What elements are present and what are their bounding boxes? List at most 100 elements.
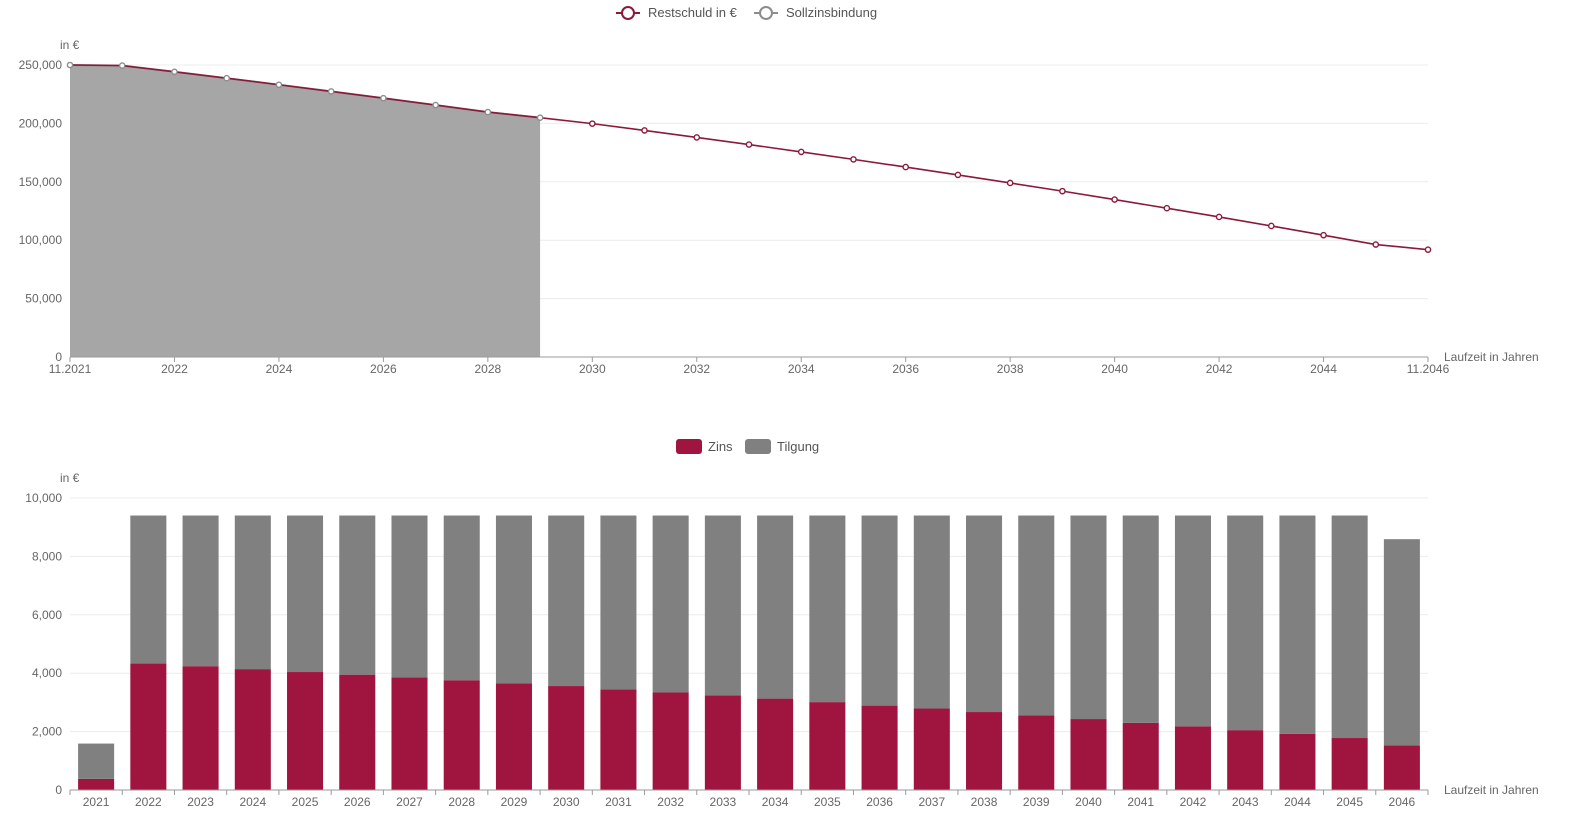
bar-zins bbox=[809, 702, 846, 790]
bar-tilgung bbox=[966, 515, 1003, 713]
bar-zins bbox=[1018, 715, 1055, 790]
chart1-x-tick-label: 2036 bbox=[892, 362, 919, 376]
chart2-x-tick-label: 2041 bbox=[1127, 795, 1154, 809]
bar-zins bbox=[652, 692, 689, 790]
restschuld-point bbox=[1268, 222, 1275, 230]
restschuld-point bbox=[118, 62, 126, 69]
chart2-axes: 0 2,000 4,000 6,000 8,000 10,000 2021 2022 2023 2… bbox=[25, 491, 1429, 809]
legend-item-tilgung[interactable]: Tilgung bbox=[745, 439, 819, 454]
restschuld-point bbox=[275, 81, 283, 89]
bar-zins bbox=[913, 708, 950, 790]
bar-tilgung bbox=[1227, 515, 1264, 731]
bar-tilgung bbox=[809, 515, 846, 703]
restschuld-point bbox=[954, 171, 962, 179]
chart2-x-tick-label: 2027 bbox=[396, 795, 423, 809]
chart1-x-tick-label: 2038 bbox=[997, 362, 1024, 376]
chart2-x-tick-label: 2021 bbox=[83, 795, 110, 809]
bar-zins bbox=[443, 680, 480, 790]
legend-label-zins: Zins bbox=[708, 439, 733, 454]
chart2-y-tick-label: 10,000 bbox=[25, 491, 62, 505]
restschuld-point bbox=[902, 163, 909, 171]
bar-zins bbox=[495, 683, 532, 790]
bar-zins bbox=[1227, 730, 1264, 790]
bar-zins bbox=[1331, 738, 1368, 790]
chart1-x-tick-label: 2030 bbox=[579, 362, 606, 376]
legend-label-tilgung: Tilgung bbox=[777, 439, 819, 454]
chart1-x-tick-label: 2042 bbox=[1206, 362, 1233, 376]
chart2-x-tick-label: 2030 bbox=[553, 795, 580, 809]
bar-tilgung bbox=[1174, 515, 1211, 727]
chart1-x-tick-label: 11.2046 bbox=[1407, 362, 1450, 376]
chart2-x-tick-label: 2023 bbox=[187, 795, 214, 809]
chart2-x-tick-label: 2032 bbox=[657, 795, 684, 809]
legend-marker-restschuld bbox=[621, 6, 635, 20]
chart1-y-tick-label: 250,000 bbox=[19, 58, 63, 72]
chart2-x-tick-label: 2035 bbox=[814, 795, 841, 809]
bar-tilgung bbox=[234, 515, 271, 670]
bar-tilgung bbox=[339, 515, 376, 675]
bar-tilgung bbox=[704, 515, 741, 696]
bar-tilgung bbox=[443, 515, 480, 681]
legend-item-sollzinsbindung[interactable]: Sollzinsbindung bbox=[754, 5, 877, 20]
bar-tilgung bbox=[548, 515, 585, 687]
chart2-x-tick-label: 2022 bbox=[135, 795, 162, 809]
restschuld-point bbox=[484, 108, 492, 116]
chart1-legend[interactable]: Restschuld in € Sollzinsbindung bbox=[616, 5, 877, 20]
chart2-x-tick-label: 2024 bbox=[239, 795, 266, 809]
chart1-y-tick-label: 100,000 bbox=[19, 233, 63, 247]
bar-tilgung bbox=[1018, 515, 1055, 716]
chart2-x-tick-label: 2029 bbox=[501, 795, 528, 809]
legend-item-zins[interactable]: Zins bbox=[676, 439, 733, 454]
bar-tilgung bbox=[391, 515, 428, 678]
bar-zins bbox=[704, 695, 741, 790]
restschuld-point bbox=[1006, 179, 1014, 187]
bar-tilgung bbox=[1279, 515, 1316, 734]
chart1-y-tick-label: 50,000 bbox=[25, 292, 62, 306]
restschuld-point bbox=[797, 148, 805, 156]
bar-zins bbox=[78, 778, 115, 790]
chart1-series bbox=[66, 61, 1432, 253]
chart1-x-tick-label: 2044 bbox=[1310, 362, 1337, 376]
bar-zins bbox=[391, 677, 428, 790]
bar-tilgung bbox=[495, 515, 532, 684]
chart1-x-tick-label: 11.2021 bbox=[49, 362, 92, 376]
chart2-legend[interactable]: Zins Tilgung bbox=[676, 439, 819, 454]
restschuld-point bbox=[380, 94, 387, 102]
restschuld-point bbox=[693, 134, 701, 141]
chart2-x-axis-title: Laufzeit in Jahren bbox=[1444, 783, 1539, 797]
chart2-x-tick-label: 2036 bbox=[866, 795, 893, 809]
chart2-x-tick-label: 2040 bbox=[1075, 795, 1102, 809]
bar-zins bbox=[1383, 745, 1420, 790]
bar-zins bbox=[1122, 722, 1159, 790]
chart1-x-tick-label: 2034 bbox=[788, 362, 815, 376]
chart2-x-tick-label: 2043 bbox=[1232, 795, 1259, 809]
bar-zins bbox=[339, 674, 376, 790]
restschuld-point bbox=[1372, 241, 1380, 248]
legend-item-restschuld[interactable]: Restschuld in € bbox=[616, 5, 738, 20]
restschuld-point bbox=[223, 74, 230, 82]
chart2-x-tick-label: 2045 bbox=[1336, 795, 1363, 809]
bar-zins bbox=[130, 663, 167, 790]
restschuld-line-chart: Restschuld in € Sollzinsbindung in € Lau… bbox=[19, 5, 1539, 376]
bar-tilgung bbox=[913, 515, 950, 709]
chart2-x-tick-label: 2031 bbox=[605, 795, 632, 809]
bar-zins bbox=[966, 712, 1003, 790]
bar-tilgung bbox=[182, 515, 219, 667]
chart1-x-tick-label: 2022 bbox=[161, 362, 188, 376]
bar-tilgung bbox=[861, 515, 898, 706]
bar-tilgung bbox=[757, 515, 794, 699]
restschuld-point bbox=[641, 127, 648, 134]
chart2-x-tick-label: 2034 bbox=[762, 795, 789, 809]
restschuld-point bbox=[1320, 231, 1327, 239]
legend-swatch-tilgung bbox=[745, 439, 771, 454]
chart1-x-axis-title: Laufzeit in Jahren bbox=[1444, 350, 1539, 364]
legend-swatch-zins bbox=[676, 439, 702, 454]
chart1-x-tick-label: 2026 bbox=[370, 362, 397, 376]
zins-tilgung-bar-chart: Zins Tilgung in € Laufzeit in Jahren 0 2,… bbox=[25, 439, 1539, 809]
restschuld-point bbox=[1215, 213, 1223, 221]
bar-tilgung bbox=[652, 515, 689, 693]
restschuld-point bbox=[1163, 204, 1171, 212]
chart1-y-unit: in € bbox=[60, 38, 80, 52]
chart1-y-tick-label: 0 bbox=[55, 350, 62, 364]
chart2-x-tick-label: 2046 bbox=[1389, 795, 1416, 809]
